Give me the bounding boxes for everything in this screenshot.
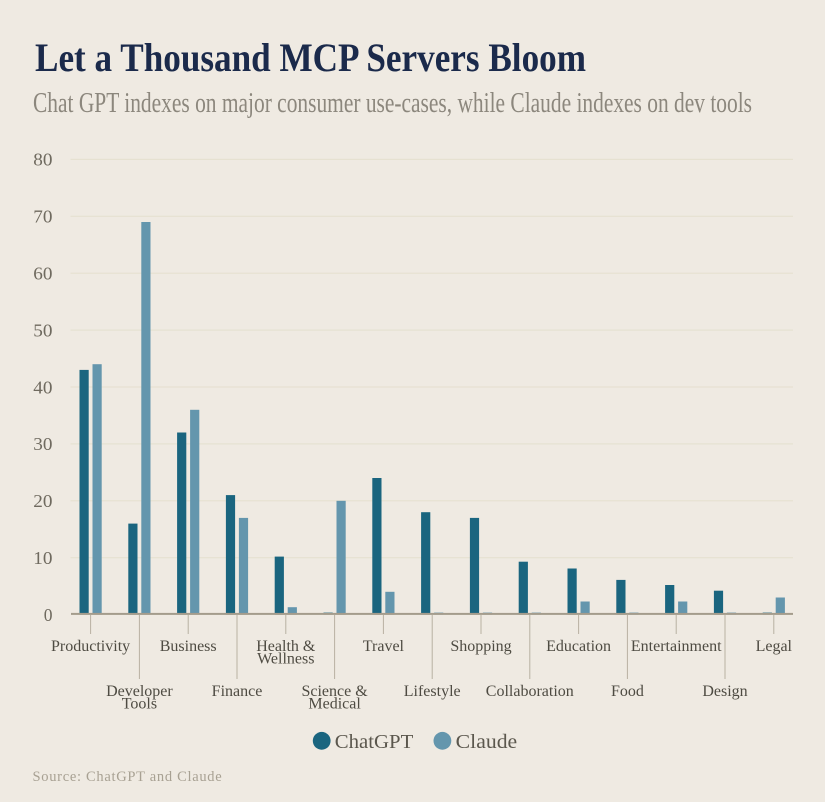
svg-text:Entertainment: Entertainment bbox=[631, 638, 722, 655]
svg-text:Let a Thousand MCP Servers Blo: Let a Thousand MCP Servers Bloom bbox=[35, 35, 586, 80]
svg-text:Finance: Finance bbox=[212, 683, 263, 700]
svg-text:Tools: Tools bbox=[122, 696, 157, 713]
svg-text:Lifestyle: Lifestyle bbox=[404, 683, 461, 700]
svg-text:Collaboration: Collaboration bbox=[486, 683, 574, 700]
svg-text:50: 50 bbox=[33, 320, 52, 340]
svg-text:60: 60 bbox=[33, 264, 52, 284]
svg-text:Legal: Legal bbox=[756, 638, 793, 655]
svg-text:Source: ChatGPT and Claude: Source: ChatGPT and Claude bbox=[33, 769, 223, 785]
svg-text:80: 80 bbox=[33, 150, 52, 170]
svg-text:Claude: Claude bbox=[456, 731, 518, 753]
svg-text:Chat GPT indexes on major cons: Chat GPT indexes on major consumer use-c… bbox=[33, 88, 752, 119]
svg-text:Medical: Medical bbox=[308, 696, 361, 713]
svg-text:Business: Business bbox=[160, 638, 217, 655]
svg-text:Developer: Developer bbox=[106, 683, 173, 700]
svg-text:Wellness: Wellness bbox=[257, 651, 314, 668]
svg-text:Science &: Science & bbox=[301, 683, 368, 700]
svg-text:Design: Design bbox=[702, 683, 747, 700]
svg-text:ChatGPT: ChatGPT bbox=[335, 731, 414, 753]
svg-text:20: 20 bbox=[33, 491, 52, 511]
svg-text:Productivity: Productivity bbox=[51, 638, 130, 655]
svg-text:10: 10 bbox=[33, 548, 52, 568]
svg-text:40: 40 bbox=[33, 377, 52, 397]
svg-text:30: 30 bbox=[33, 434, 52, 454]
svg-text:Health &: Health & bbox=[256, 638, 316, 655]
svg-text:Travel: Travel bbox=[363, 638, 405, 655]
svg-text:Education: Education bbox=[546, 638, 611, 655]
svg-text:Food: Food bbox=[611, 683, 644, 700]
svg-text:70: 70 bbox=[33, 207, 52, 227]
svg-text:Shopping: Shopping bbox=[450, 638, 511, 655]
svg-text:0: 0 bbox=[44, 605, 53, 625]
